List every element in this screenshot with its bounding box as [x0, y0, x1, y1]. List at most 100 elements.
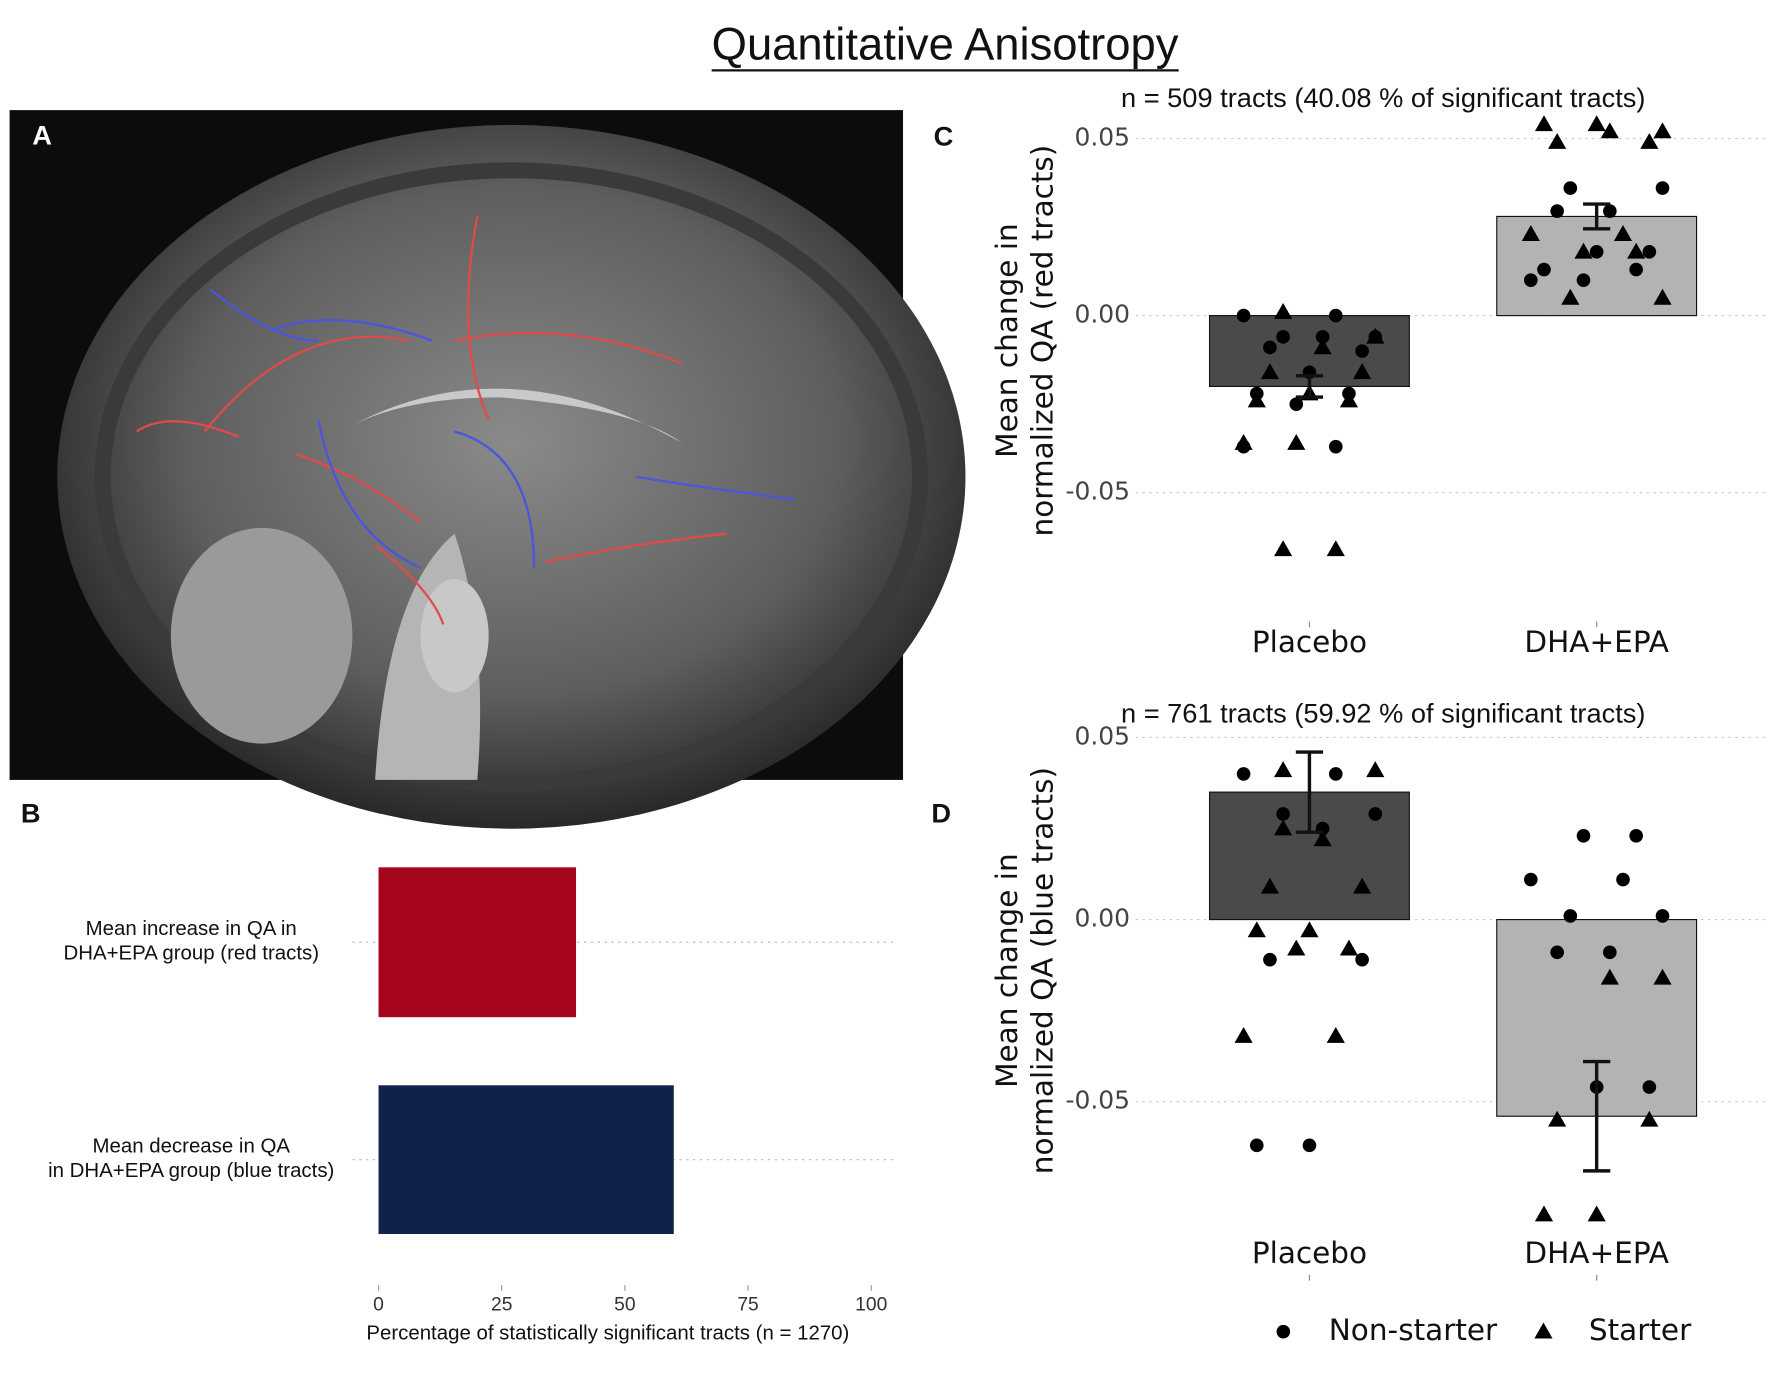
- point-non-starter: [1563, 909, 1578, 923]
- point-non-starter: [1276, 330, 1290, 344]
- point-starter: [1627, 242, 1646, 259]
- point-starter: [1326, 540, 1345, 557]
- point-non-starter: [1603, 204, 1617, 218]
- x-tick-label: Placebo: [1252, 625, 1367, 659]
- y-tick-label: 0.00: [1074, 904, 1130, 933]
- point-non-starter: [1603, 945, 1617, 960]
- point-non-starter: [1289, 397, 1304, 411]
- point-starter: [1313, 338, 1332, 355]
- point-non-starter: [1655, 909, 1670, 923]
- point-non-starter: [1576, 273, 1591, 287]
- point-non-starter: [1328, 767, 1343, 781]
- point-starter: [1587, 1205, 1606, 1222]
- point-non-starter: [1576, 829, 1591, 843]
- point-starter: [1653, 288, 1672, 305]
- brain-image: [9, 110, 966, 829]
- panel-label: A: [32, 120, 52, 151]
- point-starter: [1353, 363, 1372, 380]
- point-non-starter: [1642, 1080, 1657, 1094]
- point-starter: [1247, 391, 1266, 408]
- x-tick-label: 0: [373, 1295, 384, 1316]
- point-starter: [1274, 302, 1293, 319]
- point-non-starter: [1368, 807, 1383, 821]
- y-tick-label: Mean increase in QA in DHA+EPA group (red…: [63, 918, 319, 965]
- point-starter: [1534, 1205, 1554, 1222]
- point-starter: [1274, 761, 1293, 778]
- legend-label: Non-starter: [1329, 1313, 1498, 1347]
- point-starter: [1600, 968, 1619, 985]
- point-non-starter: [1328, 308, 1343, 323]
- point-starter: [1339, 391, 1359, 408]
- point-starter: [1548, 1110, 1567, 1127]
- subtitle: n = 761 tracts (59.92 % of significant t…: [1121, 697, 1646, 728]
- point-starter: [1260, 363, 1280, 380]
- point-non-starter: [1276, 1324, 1291, 1339]
- point-non-starter: [1263, 340, 1277, 355]
- y-axis-label: Mean change innormalized QA (red tracts): [989, 145, 1058, 537]
- y-tick-label: Mean decrease in QA in DHA+EPA group (blu…: [48, 1136, 334, 1183]
- point-starter: [1313, 830, 1332, 847]
- point-non-starter: [1629, 829, 1643, 843]
- point-starter: [1521, 225, 1540, 241]
- point-non-starter: [1642, 245, 1657, 259]
- point-starter: [1366, 761, 1385, 778]
- y-tick-label: 0.05: [1074, 123, 1130, 152]
- point-non-starter: [1550, 945, 1564, 960]
- y-tick-label: 0.05: [1074, 721, 1130, 750]
- point-starter: [1287, 939, 1306, 956]
- point-starter: [1613, 225, 1633, 241]
- point-non-starter: [1236, 767, 1251, 781]
- point-starter: [1339, 939, 1359, 956]
- bar: [378, 1085, 674, 1235]
- y-tick-label: -0.05: [1065, 1086, 1130, 1115]
- subtitle: n = 509 tracts (40.08 % of significant t…: [1121, 82, 1646, 113]
- point-non-starter: [1550, 204, 1564, 218]
- point-non-starter: [1263, 952, 1277, 967]
- panel-label: C: [934, 121, 954, 152]
- main-title: Quantitative Anisotropy: [712, 19, 1179, 70]
- x-tick-label: 50: [614, 1295, 635, 1316]
- point-starter: [1534, 115, 1554, 132]
- error-bar: [1583, 202, 1611, 231]
- point-non-starter: [1629, 262, 1643, 277]
- point-starter: [1234, 1027, 1253, 1043]
- y-axis-label: Mean change innormalized QA (blue tracts…: [989, 767, 1058, 1174]
- point-non-starter: [1355, 344, 1369, 358]
- point-non-starter: [1589, 245, 1604, 259]
- point-starter: [1274, 819, 1293, 836]
- point-starter: [1653, 968, 1672, 985]
- point-starter: [1640, 1110, 1659, 1127]
- panel-label: B: [21, 797, 41, 828]
- x-tick-label: 75: [737, 1295, 758, 1316]
- legend-label: Starter: [1589, 1313, 1692, 1347]
- point-starter: [1326, 1027, 1345, 1043]
- point-non-starter: [1315, 330, 1330, 344]
- x-tick-label: DHA+EPA: [1524, 625, 1669, 659]
- y-tick-label: -0.05: [1065, 477, 1130, 506]
- point-starter: [1353, 877, 1372, 894]
- bar: [378, 867, 577, 1018]
- point-non-starter: [1236, 308, 1251, 323]
- point-non-starter: [1537, 262, 1551, 277]
- x-tick-label: 100: [855, 1295, 887, 1316]
- point-starter: [1366, 327, 1385, 344]
- point-starter: [1587, 115, 1606, 132]
- point-starter: [1574, 242, 1593, 259]
- point-starter: [1300, 921, 1319, 938]
- x-tick-label: DHA+EPA: [1524, 1236, 1669, 1270]
- point-non-starter: [1302, 1138, 1317, 1153]
- point-starter: [1561, 288, 1580, 305]
- x-tick-label: 25: [491, 1295, 512, 1316]
- error-bar: [1295, 750, 1324, 834]
- point-non-starter: [1655, 181, 1670, 195]
- y-tick-label: 0.00: [1074, 300, 1130, 329]
- point-starter: [1653, 122, 1672, 139]
- point-non-starter: [1328, 439, 1343, 454]
- point-starter: [1260, 877, 1280, 894]
- point-starter: [1534, 1322, 1553, 1339]
- point-non-starter: [1276, 807, 1290, 821]
- point-non-starter: [1524, 273, 1538, 287]
- error-bar: [1583, 1059, 1611, 1173]
- point-non-starter: [1355, 952, 1369, 967]
